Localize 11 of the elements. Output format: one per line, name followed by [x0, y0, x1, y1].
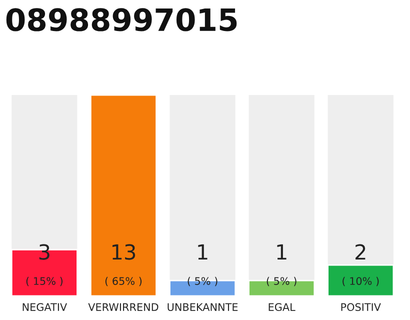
x-tick-label: NEGATIV — [22, 303, 68, 312]
data-label: 2 ( 10% ) — [342, 244, 379, 286]
chart-title: 08988997015 — [6, 8, 237, 32]
x-tick-label: EGAL — [268, 303, 296, 312]
data-label: 13 ( 65% ) — [105, 244, 142, 286]
x-tick-label: POSITIV — [341, 303, 381, 312]
bar — [327, 264, 394, 296]
data-label: 1 ( 5% ) — [188, 244, 218, 286]
data-label: 1 ( 5% ) — [266, 244, 296, 286]
x-tick-label: VERWIRREND — [88, 303, 158, 311]
x-tick-label: UNBEKANNTE — [168, 303, 238, 312]
